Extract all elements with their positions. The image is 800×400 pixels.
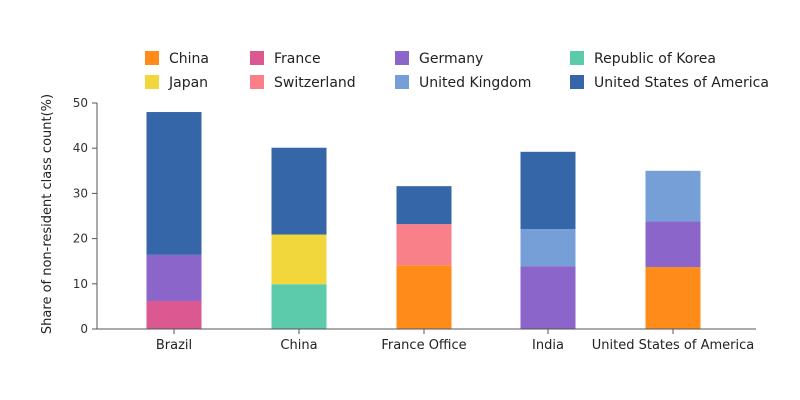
bar-brazil-united-states-of-america xyxy=(146,112,202,255)
bar-brazil-france xyxy=(146,300,202,329)
legend-label-france: France xyxy=(274,51,321,67)
legend-item-china: China xyxy=(145,51,209,67)
bar-china-united-states-of-america xyxy=(271,147,327,235)
legend-item-japan: Japan xyxy=(145,75,208,91)
y-tick-label-10: 10 xyxy=(73,277,88,291)
bar-united-states-of-america-china xyxy=(645,267,701,329)
legend-swatch-france xyxy=(250,51,264,65)
bar-stack-brazil xyxy=(146,112,202,329)
bars xyxy=(146,112,701,329)
legend-label-switzerland: Switzerland xyxy=(274,75,356,91)
legend-label-china: China xyxy=(169,51,209,67)
legend-swatch-united-kingdom xyxy=(395,75,409,89)
bar-france-office-switzerland xyxy=(396,224,452,266)
bar-france-office-united-states-of-america xyxy=(396,186,452,225)
bar-united-states-of-america-united-kingdom xyxy=(645,170,701,222)
bar-china-japan xyxy=(271,234,327,285)
y-tick-label-0: 0 xyxy=(80,322,88,336)
y-tick-label-50: 50 xyxy=(73,96,88,110)
legend-label-united-states-of-america: United States of America xyxy=(594,75,769,91)
x-tick-label-france-office: France Office xyxy=(381,338,466,353)
legend-item-united-states-of-america: United States of America xyxy=(570,75,769,91)
bar-france-office-china xyxy=(396,265,452,329)
bar-india-united-states-of-america xyxy=(520,151,576,230)
x-tick-label-united-states-of-america: United States of America xyxy=(592,338,754,353)
legend-label-japan: Japan xyxy=(168,75,208,91)
legend-label-germany: Germany xyxy=(419,51,483,67)
legend-item-france: France xyxy=(250,51,321,67)
bar-india-united-kingdom xyxy=(520,229,576,267)
legend-swatch-china xyxy=(145,51,159,65)
legend-item-germany: Germany xyxy=(395,51,483,67)
legend-label-republic-of-korea: Republic of Korea xyxy=(594,51,716,67)
y-tick-label-40: 40 xyxy=(73,141,88,155)
legend-item-republic-of-korea: Republic of Korea xyxy=(570,51,716,67)
legend-item-united-kingdom: United Kingdom xyxy=(395,75,531,91)
bar-stack-france-office xyxy=(396,186,452,329)
bar-china-republic-of-korea xyxy=(271,284,327,329)
bar-india-germany xyxy=(520,266,576,329)
legend: China France Germany Republic of Korea Japan… xyxy=(145,51,769,91)
legend-swatch-germany xyxy=(395,51,409,65)
x-tick-label-china: China xyxy=(280,338,317,353)
y-tick-label-20: 20 xyxy=(73,232,88,246)
legend-swatch-republic-of-korea xyxy=(570,51,584,65)
legend-swatch-united-states-of-america xyxy=(570,75,584,89)
bar-stack-india xyxy=(520,151,576,329)
legend-label-united-kingdom: United Kingdom xyxy=(419,75,531,91)
y-tick-label-30: 30 xyxy=(73,186,88,200)
bar-brazil-germany xyxy=(146,254,202,301)
x-axis: Brazil China France Office India United Stat… xyxy=(97,328,756,353)
x-tick-label-india: India xyxy=(532,338,564,353)
x-tick-label-brazil: Brazil xyxy=(156,338,192,353)
y-axis: 0 10 20 30 40 50 xyxy=(73,96,98,336)
bar-stack-united-states-of-america xyxy=(645,170,701,329)
bar-united-states-of-america-germany xyxy=(645,221,701,268)
legend-swatch-japan xyxy=(145,75,159,89)
legend-item-switzerland: Switzerland xyxy=(250,75,356,91)
legend-swatch-switzerland xyxy=(250,75,264,89)
y-axis-title: Share of non-resident class count(%) xyxy=(40,94,55,334)
bar-stack-china xyxy=(271,147,327,329)
